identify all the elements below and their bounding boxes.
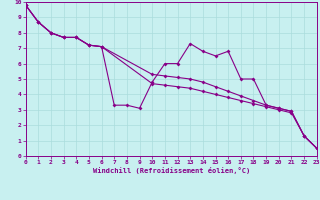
X-axis label: Windchill (Refroidissement éolien,°C): Windchill (Refroidissement éolien,°C): [92, 167, 250, 174]
